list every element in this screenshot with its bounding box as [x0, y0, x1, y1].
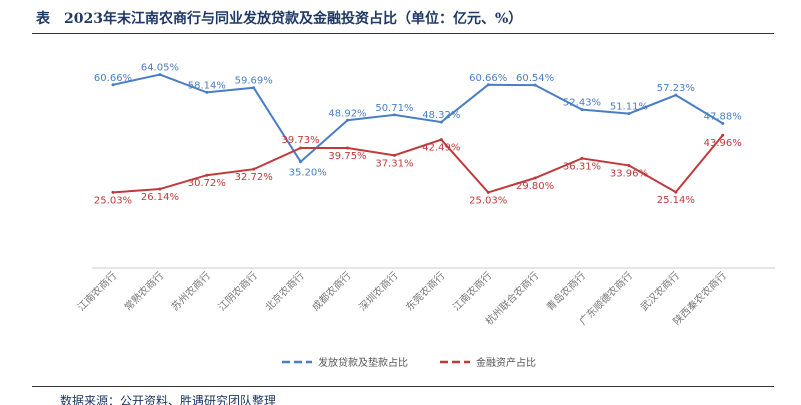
data-label: 39.75% — [328, 151, 366, 162]
data-point — [721, 133, 725, 137]
data-label: 52.43% — [563, 98, 601, 109]
legend-label: 发放贷款及垫款占比 — [318, 356, 408, 369]
data-point — [346, 118, 349, 122]
data-label: 60.66% — [469, 73, 507, 84]
x-tick-label: 江阴农商行 — [215, 269, 260, 314]
data-label: 42.49% — [422, 143, 460, 154]
x-tick-label: 北京农商行 — [262, 269, 307, 314]
data-point — [252, 167, 256, 171]
data-label: 29.80% — [516, 181, 554, 192]
x-tick-label: 江南农商行 — [450, 269, 495, 314]
data-point — [486, 190, 490, 194]
data-point — [299, 146, 303, 150]
data-point — [627, 163, 631, 167]
data-point — [533, 83, 537, 87]
bottom-divider — [32, 386, 774, 387]
x-tick-label: 成都农商行 — [309, 269, 354, 314]
data-label: 36.31% — [563, 161, 601, 172]
data-point — [674, 190, 678, 194]
data-label: 58.14% — [188, 80, 226, 91]
data-label: 35.20% — [289, 168, 327, 179]
data-point — [111, 83, 115, 87]
data-label: 43.96% — [704, 138, 742, 149]
x-tick-label: 东莞农商行 — [403, 269, 448, 314]
data-point — [439, 120, 443, 124]
data-label: 32.72% — [235, 172, 273, 183]
data-point — [111, 190, 115, 194]
data-label: 30.72% — [188, 178, 226, 189]
data-point — [533, 176, 537, 180]
data-point — [486, 83, 490, 87]
data-label: 47.88% — [704, 111, 742, 122]
x-tick-label: 江南农商行 — [75, 269, 120, 314]
data-label: 25.14% — [657, 195, 695, 206]
data-label: 33.96% — [610, 168, 648, 179]
data-label: 60.66% — [94, 73, 132, 84]
data-point — [205, 173, 209, 177]
data-label: 60.54% — [516, 73, 554, 84]
data-point — [158, 187, 162, 191]
data-point — [205, 90, 209, 94]
data-point — [252, 86, 256, 90]
x-tick-label: 常熟农商行 — [121, 269, 166, 314]
top-divider — [32, 33, 774, 34]
source-note: 数据来源：公开资料、胜遇研究团队整理 — [60, 394, 277, 405]
series-line-1 — [112, 134, 724, 194]
data-point — [346, 146, 349, 150]
series-line-0 — [112, 73, 724, 164]
data-point — [299, 160, 303, 164]
data-label: 48.32% — [422, 110, 460, 121]
data-label: 59.69% — [235, 76, 273, 87]
data-point — [721, 121, 725, 125]
x-tick-label: 青岛农商行 — [544, 269, 589, 314]
data-point — [580, 156, 584, 160]
data-label: 26.14% — [141, 192, 179, 203]
legend-label: 金融资产占比 — [476, 356, 536, 369]
data-point — [439, 138, 443, 142]
data-label: 25.03% — [94, 195, 132, 206]
data-label: 37.31% — [375, 158, 413, 169]
x-tick-label: 苏州农商行 — [168, 269, 213, 314]
x-tick-label: 深圳农商行 — [356, 269, 401, 314]
data-label: 57.23% — [657, 83, 695, 94]
chart-title: 表 2023年末江南农商行与同业发放贷款及金融投资占比（单位：亿元、%） — [36, 11, 523, 27]
data-point — [392, 153, 396, 157]
data-label: 48.92% — [328, 108, 366, 119]
data-label: 51.11% — [610, 102, 648, 113]
data-point — [674, 93, 678, 97]
data-label: 50.71% — [375, 103, 413, 114]
data-label: 64.05% — [141, 63, 179, 74]
data-point — [580, 108, 584, 112]
data-point — [627, 112, 631, 116]
x-tick-label: 武汉农商行 — [637, 269, 682, 314]
data-point — [158, 73, 162, 77]
data-point — [392, 113, 396, 117]
data-label: 39.73% — [282, 135, 320, 146]
data-label: 25.03% — [469, 195, 507, 206]
